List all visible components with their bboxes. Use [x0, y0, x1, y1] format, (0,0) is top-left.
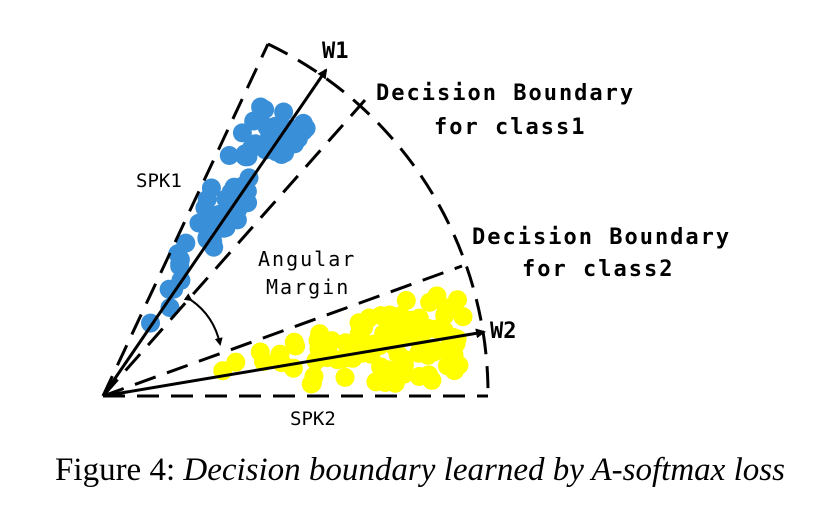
w1-vector [101, 68, 328, 397]
class2-point [226, 352, 246, 372]
class1-points [141, 97, 316, 333]
angular-margin-label-line1: Angular [258, 247, 356, 271]
class1-point [274, 102, 294, 122]
w2-label: W2 [490, 319, 517, 344]
class2-boundary-label-line2: for class2 [522, 257, 674, 282]
class1-point [170, 254, 190, 274]
class2-point [375, 373, 395, 392]
class1-point [256, 140, 276, 160]
class2-point [419, 319, 439, 339]
class1-point [266, 116, 285, 136]
class2-point [436, 298, 456, 318]
class1-point [237, 181, 257, 201]
class2-point [380, 305, 400, 325]
class1-boundary-label-line1: Decision Boundary [376, 81, 635, 106]
class2-point [301, 374, 321, 394]
class1-point [285, 134, 304, 154]
class1-point [203, 232, 223, 251]
spk2-label: SPK2 [290, 408, 336, 430]
class2-boundary-label-line1: Decision Boundary [472, 225, 731, 250]
class2-point [313, 329, 333, 349]
class2-point [388, 344, 408, 364]
decision-boundary-diagram: W1 W2 Decision Boundary for class1 Decis… [101, 39, 731, 430]
class2-point [269, 349, 289, 369]
caption-prefix: Figure 4: [55, 452, 176, 488]
class1-point [232, 123, 252, 143]
class1-outer-boundary [101, 43, 270, 397]
w2-vector [102, 328, 486, 398]
class2-point [409, 367, 429, 386]
class2-point [444, 345, 464, 365]
class2-point [359, 308, 379, 328]
w1-label: W1 [322, 39, 349, 64]
class1-point [219, 146, 239, 165]
angular-margin-label-line2: Margin [266, 275, 350, 299]
class2-point [453, 307, 473, 327]
class2-upper-boundary [102, 264, 463, 398]
class2-point [254, 352, 273, 371]
class2-point [395, 327, 414, 347]
spk1-label: SPK1 [136, 170, 182, 192]
figure-caption: Figure 4: Decision boundary learned by A… [0, 452, 840, 489]
class2-point [434, 321, 454, 340]
class2-point [396, 291, 416, 310]
class2-point [356, 334, 376, 354]
class1-point [236, 147, 256, 167]
class1-point [189, 213, 209, 233]
class2-point [335, 367, 355, 387]
class1-point [197, 189, 217, 209]
class2-point [334, 349, 354, 368]
class2-point [286, 336, 306, 356]
class1-boundary-label-line2: for class1 [434, 115, 586, 140]
class2-point [374, 324, 394, 343]
caption-text: Decision boundary learned by A-softmax l… [183, 452, 785, 488]
angular-margin-arrow [183, 293, 223, 346]
class2-point [423, 338, 443, 358]
